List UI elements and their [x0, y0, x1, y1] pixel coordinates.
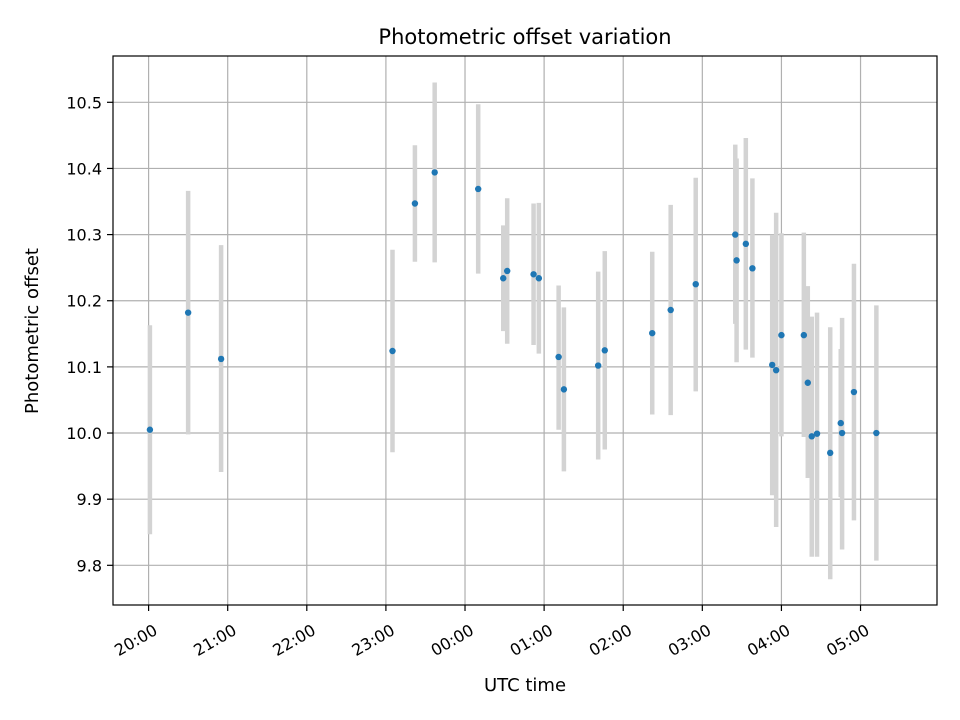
data-point: [555, 353, 562, 361]
data-point: [535, 275, 543, 282]
data-point: [837, 419, 844, 427]
data-point: [749, 265, 756, 272]
y-tick-label: 10.2: [66, 292, 102, 311]
data-point: [808, 433, 815, 440]
data-point: [601, 347, 608, 354]
data-point: [804, 379, 811, 386]
data-point: [649, 329, 656, 337]
data-point: [146, 426, 154, 433]
data-point: [411, 200, 419, 207]
data-point: [594, 362, 602, 369]
y-tick-label: 10.5: [66, 93, 102, 112]
x-tick-label: 21:00: [190, 620, 239, 660]
x-tick-label: 01:00: [507, 620, 556, 660]
data-point: [667, 306, 674, 314]
data-point: [504, 267, 511, 275]
grid: [113, 56, 937, 605]
data-point: [772, 366, 780, 374]
y-tick-label: 10.3: [66, 226, 102, 245]
data-point: [742, 240, 750, 248]
data-point: [217, 355, 225, 363]
data-point: [800, 331, 808, 339]
data-point: [733, 257, 740, 264]
data-point: [184, 309, 192, 316]
x-tick-label: 00:00: [428, 620, 477, 660]
data-point: [769, 361, 776, 369]
y-axis-ticks: 9.8 9.9 10.0 10.1 10.2 10.3 10.4 10.5: [66, 93, 113, 575]
data-point: [850, 388, 858, 396]
data-point: [838, 429, 846, 437]
y-tick-label: 10.1: [66, 358, 102, 377]
x-axis-title: UTC time: [484, 675, 566, 696]
data-point: [560, 386, 568, 393]
x-tick-label: 05:00: [823, 620, 872, 660]
data-point: [530, 271, 537, 278]
data-point: [732, 231, 739, 238]
y-tick-label: 9.9: [77, 490, 102, 509]
data-points: [146, 169, 880, 457]
data-point: [827, 449, 834, 457]
x-tick-label: 03:00: [665, 620, 714, 660]
data-point: [692, 280, 699, 288]
y-tick-label: 10.4: [66, 159, 102, 178]
plot-area-frame: [112, 55, 938, 606]
data-point: [431, 169, 438, 176]
x-tick-label: 23:00: [348, 620, 397, 660]
x-tick-label: 02:00: [586, 620, 635, 660]
data-point: [813, 430, 821, 437]
chart-title: Photometric offset variation: [378, 25, 671, 49]
data-point: [474, 185, 482, 193]
data-point: [873, 429, 880, 437]
x-tick-label: 20:00: [111, 620, 160, 660]
data-point: [389, 347, 396, 355]
y-tick-label: 10.0: [66, 424, 102, 443]
x-axis-ticks: 20:00 21:00 22:00 23:00 00:00 01:00 02:00 03:00…: [111, 605, 873, 660]
y-tick-label: 9.8: [77, 556, 102, 575]
error-bars: [147, 82, 879, 580]
data-point: [778, 331, 785, 339]
y-axis-title: Photometric offset: [22, 248, 43, 414]
x-tick-label: 22:00: [269, 620, 318, 660]
x-tick-label: 04:00: [744, 620, 793, 660]
data-point: [500, 275, 507, 282]
